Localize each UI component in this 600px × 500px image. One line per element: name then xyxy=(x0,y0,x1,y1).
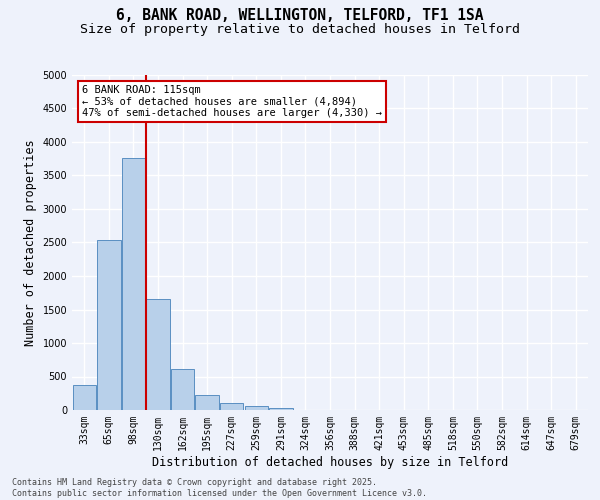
Bar xyxy=(245,406,268,410)
Bar xyxy=(220,404,244,410)
Text: 6, BANK ROAD, WELLINGTON, TELFORD, TF1 1SA: 6, BANK ROAD, WELLINGTON, TELFORD, TF1 1… xyxy=(116,8,484,22)
Bar xyxy=(146,300,170,410)
X-axis label: Distribution of detached houses by size in Telford: Distribution of detached houses by size … xyxy=(152,456,508,468)
Text: Contains HM Land Registry data © Crown copyright and database right 2025.
Contai: Contains HM Land Registry data © Crown c… xyxy=(12,478,427,498)
Bar xyxy=(269,408,293,410)
Y-axis label: Number of detached properties: Number of detached properties xyxy=(24,139,37,346)
Bar xyxy=(196,394,219,410)
Bar xyxy=(97,240,121,410)
Bar xyxy=(122,158,145,410)
Bar xyxy=(73,384,96,410)
Text: Size of property relative to detached houses in Telford: Size of property relative to detached ho… xyxy=(80,22,520,36)
Text: 6 BANK ROAD: 115sqm
← 53% of detached houses are smaller (4,894)
47% of semi-det: 6 BANK ROAD: 115sqm ← 53% of detached ho… xyxy=(82,85,382,118)
Bar xyxy=(171,369,194,410)
